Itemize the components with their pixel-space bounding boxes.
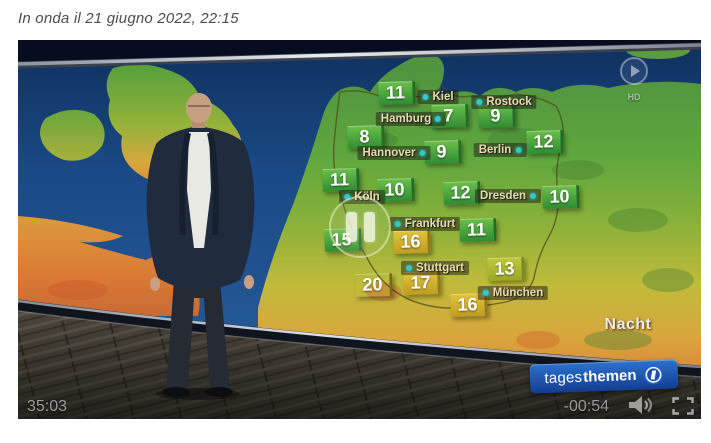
city-name: Dresden	[479, 190, 527, 202]
city-dot-icon	[476, 99, 483, 105]
temperature-badge: 11	[322, 168, 360, 192]
presenter-neck	[192, 118, 205, 128]
city-dot-icon	[394, 221, 401, 227]
pause-button[interactable]	[329, 196, 391, 258]
hd-badge: HD	[627, 92, 641, 102]
city-name: Frankfurt	[404, 218, 456, 230]
ard-circle-icon	[643, 365, 663, 385]
city-label: Stuttgart	[401, 261, 469, 275]
city-label: München	[477, 286, 549, 300]
map-overlay-layer: Nacht 117989121110121015161120171316Kiel…	[18, 40, 701, 419]
presenter-lapel	[179, 132, 191, 236]
logo-text-bold: themen	[582, 366, 637, 386]
city-name: Hamburg	[380, 113, 432, 125]
pause-icon	[345, 212, 357, 242]
city-label: Hamburg	[375, 112, 447, 126]
logo-text-regular: tages	[544, 368, 583, 388]
presenter-trousers	[166, 280, 230, 390]
city-name: München	[492, 287, 544, 299]
temperature-badge: 11	[459, 218, 497, 242]
city-dot-icon	[435, 116, 442, 122]
presenter-hand	[244, 275, 254, 289]
presenter-shirt	[187, 132, 211, 248]
remaining-time: -00:54	[563, 398, 609, 415]
ceiling-rail	[18, 43, 701, 66]
volume-button[interactable]	[628, 395, 654, 415]
temperature-badge: 12	[526, 130, 564, 154]
presenter-shoe	[162, 387, 190, 397]
map-france	[18, 216, 200, 316]
screen-frame-highlight	[18, 299, 701, 369]
temperature-badge: 16	[393, 230, 431, 254]
city-name: Kiel	[432, 91, 454, 103]
presenter-lapel	[207, 132, 219, 236]
city-dot-icon	[530, 193, 537, 199]
temperature-badge: 20	[355, 273, 393, 297]
temperature-badge: 10	[542, 185, 580, 209]
presenter-hand	[150, 277, 160, 291]
presenter-shoe	[205, 387, 233, 397]
city-dot-icon	[482, 290, 489, 296]
city-name: Berlin	[478, 144, 512, 156]
city-name: Stuttgart	[416, 262, 464, 274]
city-label: Dresden	[474, 189, 542, 203]
channel-watermark: HD	[616, 56, 652, 102]
city-label: Kiel	[417, 90, 459, 104]
city-dot-icon	[422, 94, 429, 100]
city-dot-icon	[344, 194, 351, 200]
ard-logo-icon	[620, 57, 648, 85]
temperature-badge: 13	[487, 257, 525, 281]
page-title: In onda il 21 giugno 2022, 22:15	[18, 10, 239, 27]
presenter	[146, 93, 255, 400]
city-dot-icon	[419, 150, 426, 156]
map-ireland	[40, 109, 105, 161]
tagesthemen-logo: tages themen	[529, 359, 679, 394]
fullscreen-button[interactable]	[672, 397, 694, 415]
elapsed-time: 35:03	[27, 398, 68, 415]
city-label: Hannover	[357, 146, 431, 160]
city-dot-icon	[406, 265, 413, 271]
city-dot-icon	[515, 147, 522, 153]
city-label: Rostock	[471, 95, 537, 109]
city-name: Rostock	[486, 96, 532, 108]
map-heat-patches	[48, 280, 560, 349]
city-label: Frankfurt	[389, 217, 461, 231]
video-player[interactable]: Nacht 117989121110121015161120171316Kiel…	[18, 40, 701, 419]
temperature-badge: 11	[378, 81, 416, 105]
presenter-head	[186, 93, 212, 123]
pause-icon	[363, 212, 375, 242]
city-label: Berlin	[473, 143, 527, 157]
night-label: Nacht	[604, 316, 652, 333]
city-name: Hannover	[362, 147, 416, 159]
